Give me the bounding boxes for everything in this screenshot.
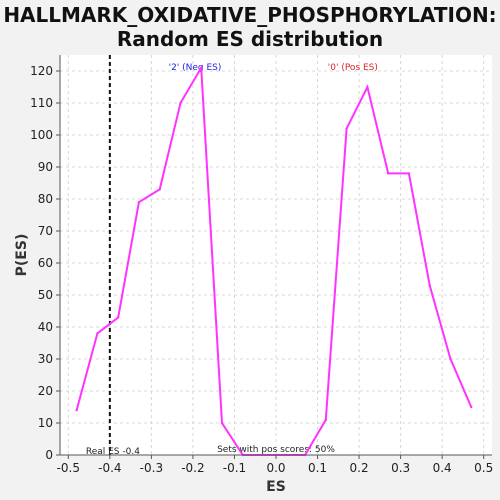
y-tick-label: 110 <box>30 96 53 110</box>
y-tick-label: 10 <box>38 416 53 430</box>
y-tick-label: 70 <box>38 224 53 238</box>
data-point <box>220 421 224 425</box>
x-tick-label: 0.5 <box>474 461 493 475</box>
neg-es-label: '2' (Neg ES) <box>169 63 222 73</box>
data-point <box>116 316 120 319</box>
pos-scores-label: Sets with pos scores: 50% <box>217 445 335 455</box>
data-point <box>96 332 99 335</box>
y-tick-label: 90 <box>38 160 53 174</box>
x-tick-label: 0.3 <box>391 461 410 475</box>
real-es-label: Real ES -0.4 <box>86 447 140 457</box>
y-tick-label: 80 <box>38 192 53 206</box>
chart-title-line-2: Random ES distribution <box>116 27 384 51</box>
x-tick-label: 0.4 <box>433 461 452 475</box>
y-tick-label: 50 <box>38 288 53 302</box>
x-tick-label: -0.3 <box>140 461 163 475</box>
x-tick-label: 0.0 <box>266 461 285 475</box>
x-tick-label: -0.5 <box>57 461 80 475</box>
data-point <box>345 127 348 130</box>
data-point <box>449 357 452 361</box>
chart-title-line-1: HALLMARK_OXIDATIVE_PHOSPHORYLATION: <box>3 3 497 27</box>
x-tick-label: 0.2 <box>350 461 369 475</box>
annotation-layer: Real ES -0.4 '2' (Neg ES) '0' (Pos ES) Sets… <box>86 55 378 457</box>
x-tick-label: 0.1 <box>308 461 327 475</box>
pos-es-label: '0' (Pos ES) <box>328 63 378 73</box>
data-point <box>200 66 203 70</box>
data-point <box>75 409 78 412</box>
y-tick-label: 30 <box>38 352 53 366</box>
tick-layer: 0 10 20 30 40 50 60 70 80 90 100 110 120 -0.5 -0.4 -0.3… <box>30 64 493 475</box>
data-point <box>137 201 141 204</box>
data-point <box>158 188 161 191</box>
y-tick-label: 100 <box>30 128 53 142</box>
x-tick-label: -0.4 <box>98 461 121 475</box>
data-point <box>179 101 182 105</box>
data-point <box>428 284 431 287</box>
x-axis-title: ES <box>266 479 286 495</box>
x-tick-label: -0.2 <box>181 461 204 475</box>
y-axis-title: P(ES) <box>14 234 30 277</box>
y-tick-label: 40 <box>38 320 53 334</box>
y-tick-label: 20 <box>38 384 53 398</box>
data-point <box>324 418 328 421</box>
data-point <box>470 405 473 409</box>
data-point <box>366 85 369 89</box>
y-tick-label: 0 <box>45 448 53 462</box>
data-point <box>386 172 390 175</box>
x-tick-label: -0.1 <box>223 461 246 475</box>
y-tick-label: 120 <box>30 64 53 78</box>
data-point <box>407 172 411 175</box>
y-tick-label: 60 <box>38 256 53 270</box>
